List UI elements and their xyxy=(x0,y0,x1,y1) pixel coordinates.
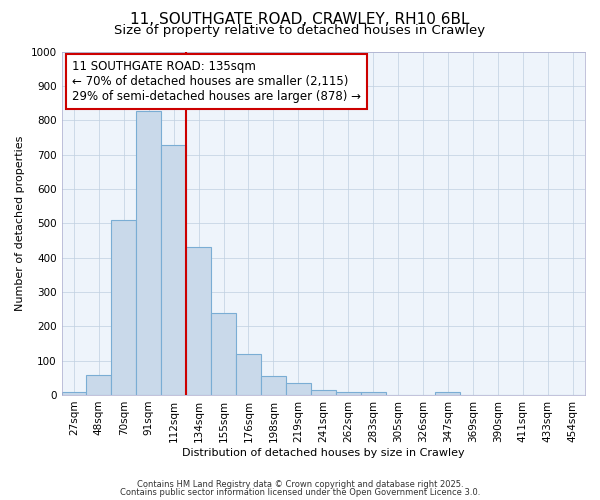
Y-axis label: Number of detached properties: Number of detached properties xyxy=(15,136,25,311)
Bar xyxy=(336,392,361,395)
Bar xyxy=(361,392,386,395)
Bar xyxy=(62,392,86,395)
X-axis label: Distribution of detached houses by size in Crawley: Distribution of detached houses by size … xyxy=(182,448,464,458)
Text: 11 SOUTHGATE ROAD: 135sqm
← 70% of detached houses are smaller (2,115)
29% of se: 11 SOUTHGATE ROAD: 135sqm ← 70% of detac… xyxy=(72,60,361,103)
Bar xyxy=(286,383,311,395)
Bar xyxy=(311,390,336,395)
Bar xyxy=(186,248,211,395)
Bar xyxy=(112,220,136,395)
Text: Size of property relative to detached houses in Crawley: Size of property relative to detached ho… xyxy=(115,24,485,37)
Bar xyxy=(211,312,236,395)
Bar xyxy=(236,354,261,395)
Bar xyxy=(261,376,286,395)
Text: 11, SOUTHGATE ROAD, CRAWLEY, RH10 6BL: 11, SOUTHGATE ROAD, CRAWLEY, RH10 6BL xyxy=(130,12,470,28)
Bar xyxy=(161,146,186,395)
Bar xyxy=(86,376,112,395)
Text: Contains public sector information licensed under the Open Government Licence 3.: Contains public sector information licen… xyxy=(120,488,480,497)
Text: Contains HM Land Registry data © Crown copyright and database right 2025.: Contains HM Land Registry data © Crown c… xyxy=(137,480,463,489)
Bar xyxy=(436,392,460,395)
Bar xyxy=(136,110,161,395)
